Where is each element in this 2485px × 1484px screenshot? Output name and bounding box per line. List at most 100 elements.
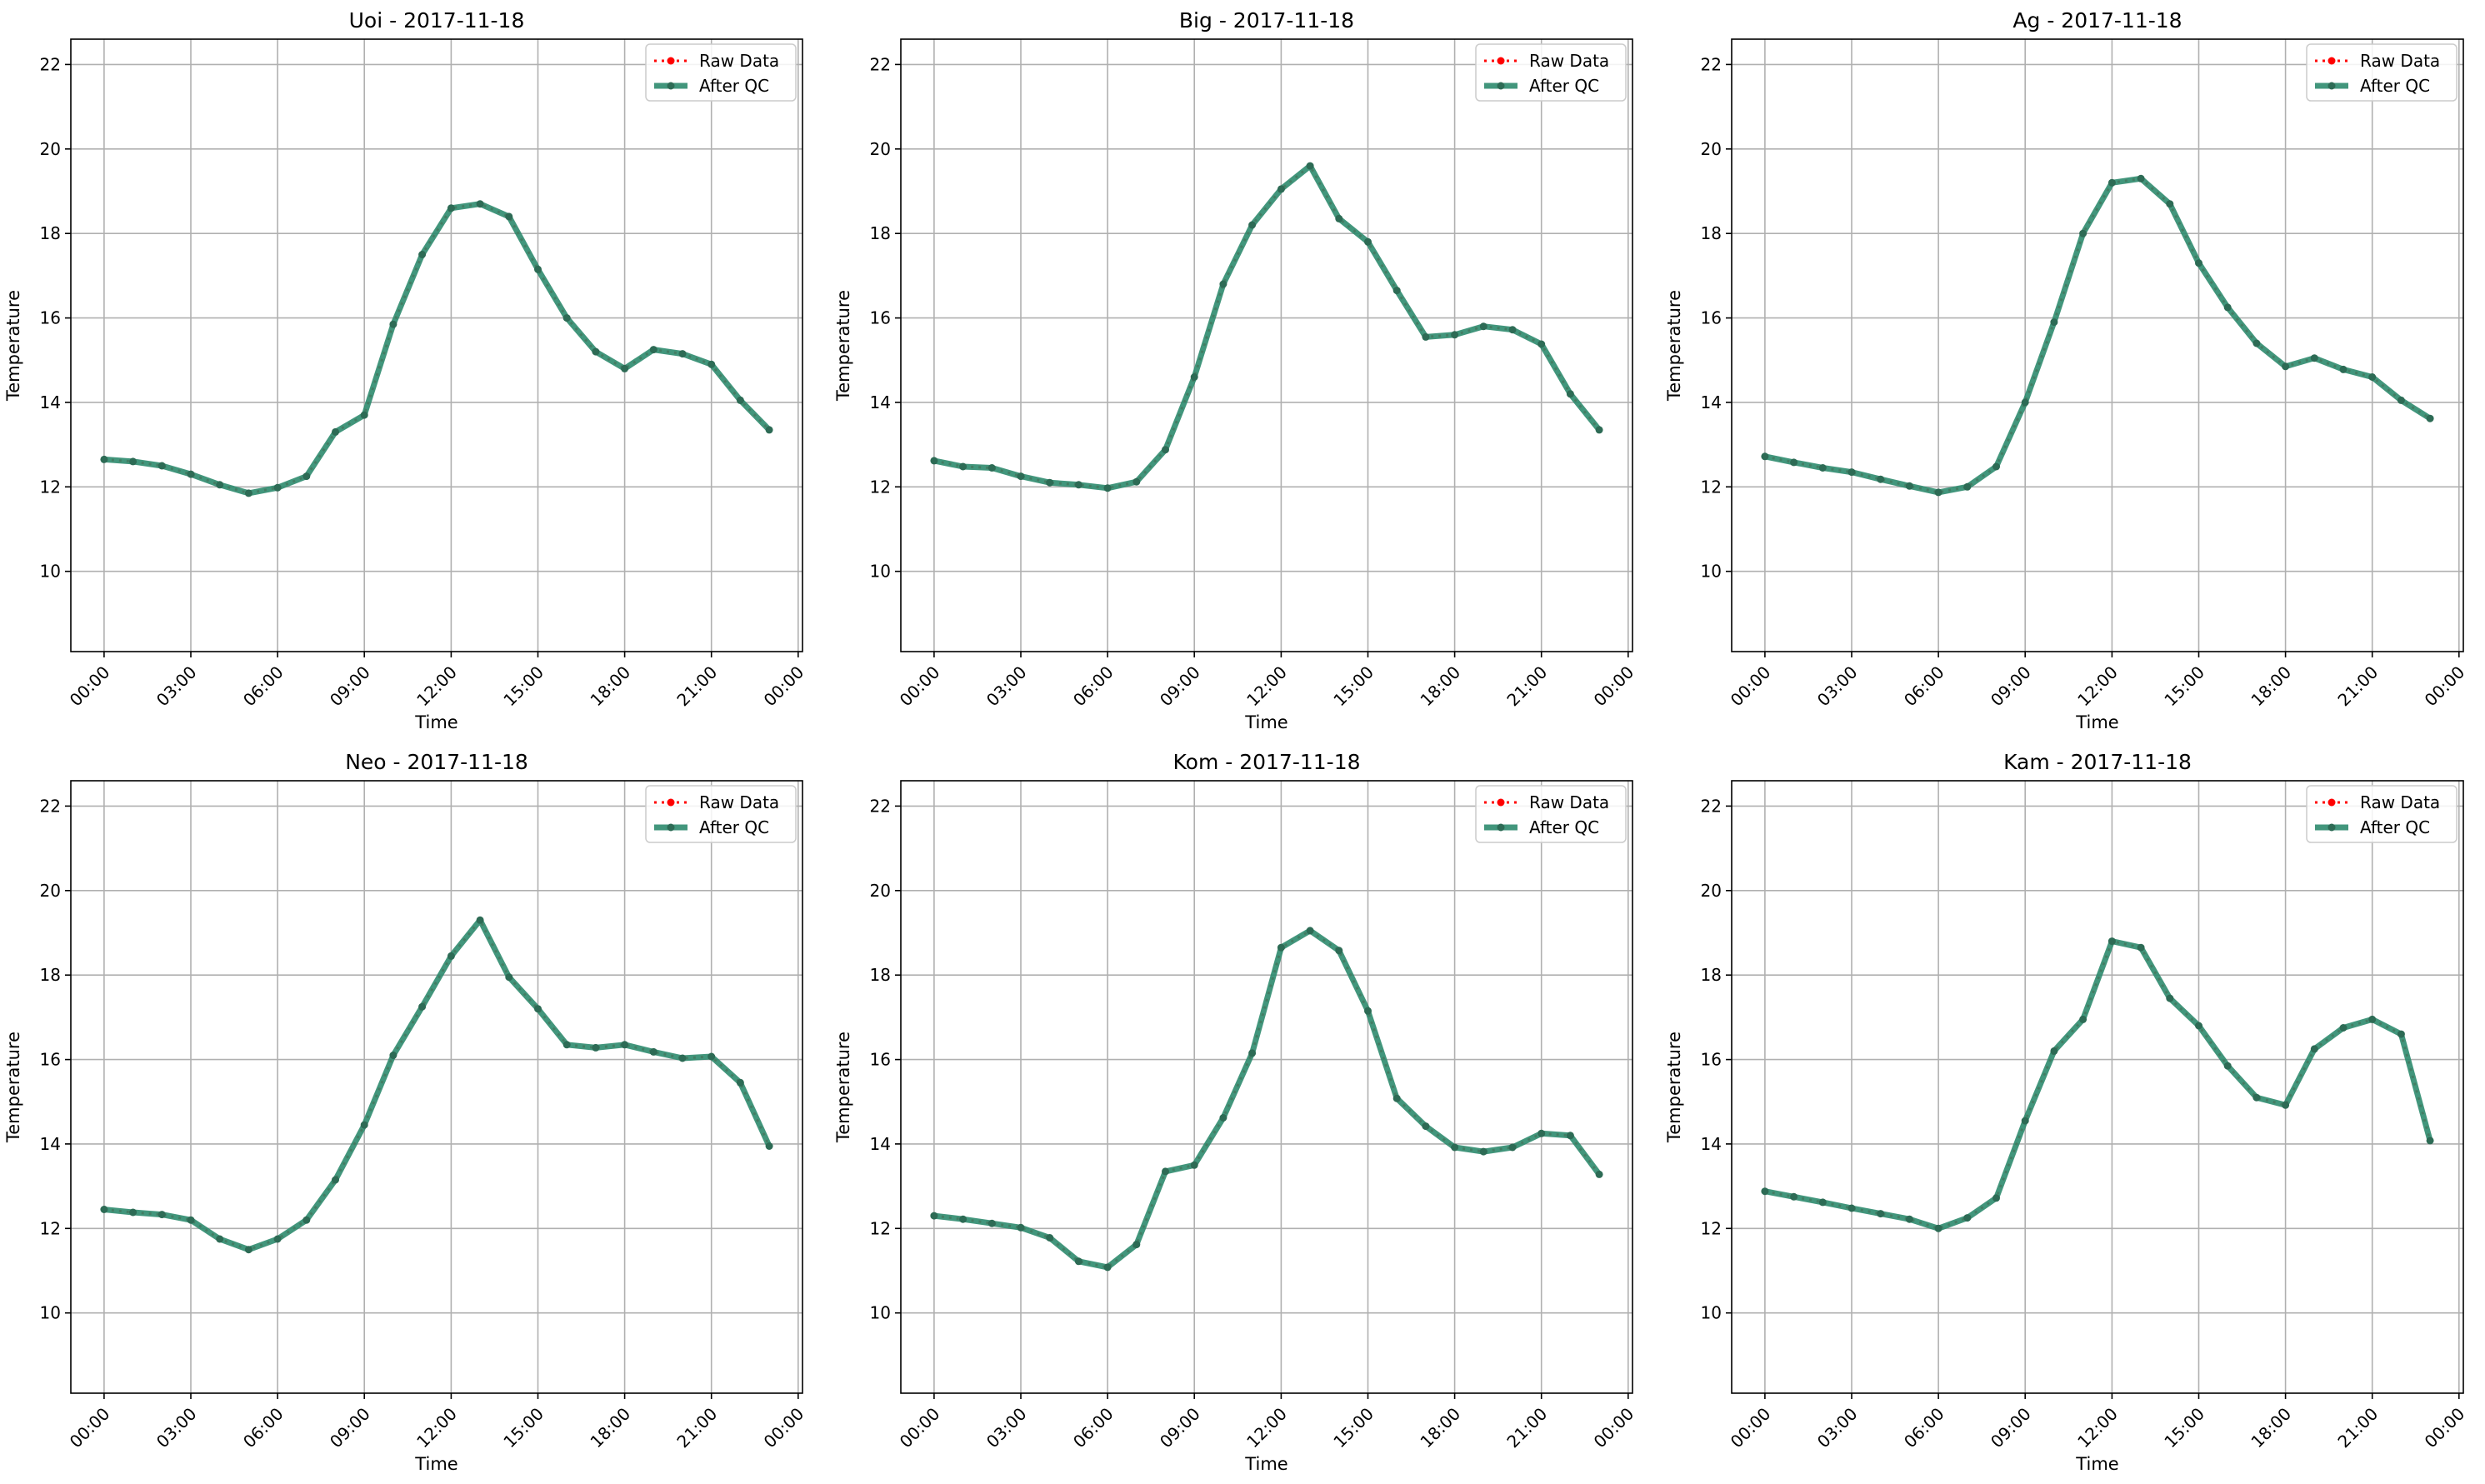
y-tick-label: 22 [1701, 796, 1722, 816]
legend-raw-marker [667, 57, 675, 65]
x-tick-label: 12:00 [1242, 662, 1291, 711]
y-tick-label: 14 [40, 392, 61, 412]
after-qc-line [1764, 175, 2432, 496]
x-tick-label: 00:00 [760, 662, 808, 711]
after-qc-point [1103, 1263, 1112, 1272]
legend: Raw Data After QC [645, 785, 797, 843]
chart-panel: 10 12 14 16 18 20 22 00:00 03:00 06:00 09:00 12:00 1… [833, 8, 1638, 732]
y-tick-label: 12 [40, 477, 61, 497]
legend-label-qc: After QC [699, 817, 769, 837]
legend-raw-marker [2328, 798, 2336, 807]
y-tick-label: 12 [870, 477, 891, 497]
y-tick-label: 12 [870, 1218, 891, 1238]
after-qc-point [1963, 1214, 1972, 1222]
y-tick-label: 20 [870, 881, 891, 901]
after-qc-point [562, 314, 571, 322]
legend-label-qc: After QC [1529, 817, 1599, 837]
legend-label-raw: Raw Data [1529, 792, 1609, 812]
after-qc-point [360, 411, 368, 419]
after-qc-point [476, 200, 484, 208]
legend-label-qc: After QC [2360, 76, 2430, 96]
x-tick-label: 00:00 [896, 662, 944, 711]
axes-frame [1731, 780, 2464, 1394]
after-qc-point [1277, 943, 1285, 952]
x-tick-label: 15:00 [2160, 1404, 2208, 1452]
y-axis-label: Temperature [833, 1032, 853, 1143]
y-tick-label: 16 [40, 1050, 61, 1070]
chart-title: Uoi - 2017-11-18 [349, 8, 525, 32]
x-tick-label: 00:00 [1727, 662, 1775, 711]
legend-qc-marker [1497, 823, 1505, 832]
y-tick-label: 10 [870, 562, 891, 582]
y-tick-label: 10 [40, 1303, 61, 1323]
x-tick-label: 09:00 [326, 662, 374, 711]
x-tick-label: 06:00 [1900, 1404, 1948, 1452]
after-qc-point [2252, 1093, 2261, 1102]
after-qc-point [1451, 331, 1459, 339]
x-axis-label: Time [414, 1454, 458, 1474]
after-qc-point [100, 455, 108, 463]
after-qc-point [100, 1206, 108, 1213]
chart-title: Kom - 2017-11-18 [1173, 750, 1361, 774]
y-tick-label: 12 [40, 1218, 61, 1238]
x-tick-label: 12:00 [2073, 662, 2122, 711]
after-qc-point [1335, 947, 1343, 955]
chart-panel: 10 12 14 16 18 20 22 00:00 03:00 06:00 09:00 12:00 1… [833, 750, 1638, 1474]
after-qc-point [2108, 178, 2116, 187]
after-qc-point [1364, 1007, 1372, 1015]
after-qc-point [244, 1246, 252, 1254]
after-qc-point [1848, 1204, 1856, 1212]
after-qc-point [1248, 1049, 1257, 1057]
after-qc-point [158, 1211, 166, 1219]
y-tick-label: 16 [870, 1050, 891, 1070]
after-qc-point [418, 251, 427, 258]
y-tick-label: 16 [1701, 308, 1722, 328]
after-qc-line [933, 162, 1602, 492]
x-tick-label: 06:00 [1069, 662, 1118, 711]
x-axis-label: Time [2075, 1454, 2118, 1474]
x-tick-label: 15:00 [1329, 1404, 1378, 1452]
after-qc-point [447, 204, 455, 212]
after-qc-point [1963, 482, 1972, 491]
after-qc-point [129, 457, 138, 466]
after-qc-point [2368, 373, 2377, 381]
after-qc-line [103, 201, 772, 497]
after-qc-point [1306, 162, 1314, 170]
after-qc-point [2397, 1030, 2405, 1038]
after-qc-point [1790, 458, 1798, 467]
after-qc-point [1790, 1192, 1798, 1201]
after-qc-point [273, 483, 282, 492]
after-qc-point [736, 1078, 744, 1087]
legend-label-raw: Raw Data [2360, 792, 2440, 812]
after-qc-point [562, 1041, 571, 1049]
after-qc-point [592, 1043, 600, 1052]
after-qc-point [158, 462, 166, 470]
x-tick-label: 21:00 [673, 662, 722, 711]
after-qc-point [708, 360, 716, 368]
after-qc-point [649, 1047, 658, 1056]
x-tick-label: 00:00 [1590, 1404, 1638, 1452]
after-qc-point [678, 350, 687, 358]
legend: Raw Data After QC [1475, 43, 1627, 102]
raw-data-line [1764, 177, 2431, 494]
x-tick-label: 21:00 [2334, 662, 2382, 711]
x-tick-label: 03:00 [1813, 662, 1862, 711]
after-qc-point [534, 265, 542, 273]
after-qc-point [592, 347, 600, 356]
after-qc-point [649, 346, 658, 354]
after-qc-point [765, 426, 773, 434]
x-tick-label: 21:00 [673, 1404, 722, 1452]
x-tick-label: 18:00 [1416, 662, 1464, 711]
y-axis-label: Temperature [1664, 290, 1684, 402]
after-qc-point [2282, 1101, 2290, 1109]
x-tick-label: 06:00 [239, 662, 288, 711]
after-qc-point [2339, 365, 2348, 373]
after-qc-point [1538, 340, 1546, 348]
after-qc-point [1848, 468, 1856, 477]
after-qc-point [930, 457, 938, 465]
x-tick-label: 03:00 [152, 662, 201, 711]
legend-label-raw: Raw Data [2360, 51, 2440, 71]
y-tick-label: 18 [870, 223, 891, 243]
after-qc-point [678, 1054, 687, 1062]
y-axis-label: Temperature [3, 290, 23, 402]
